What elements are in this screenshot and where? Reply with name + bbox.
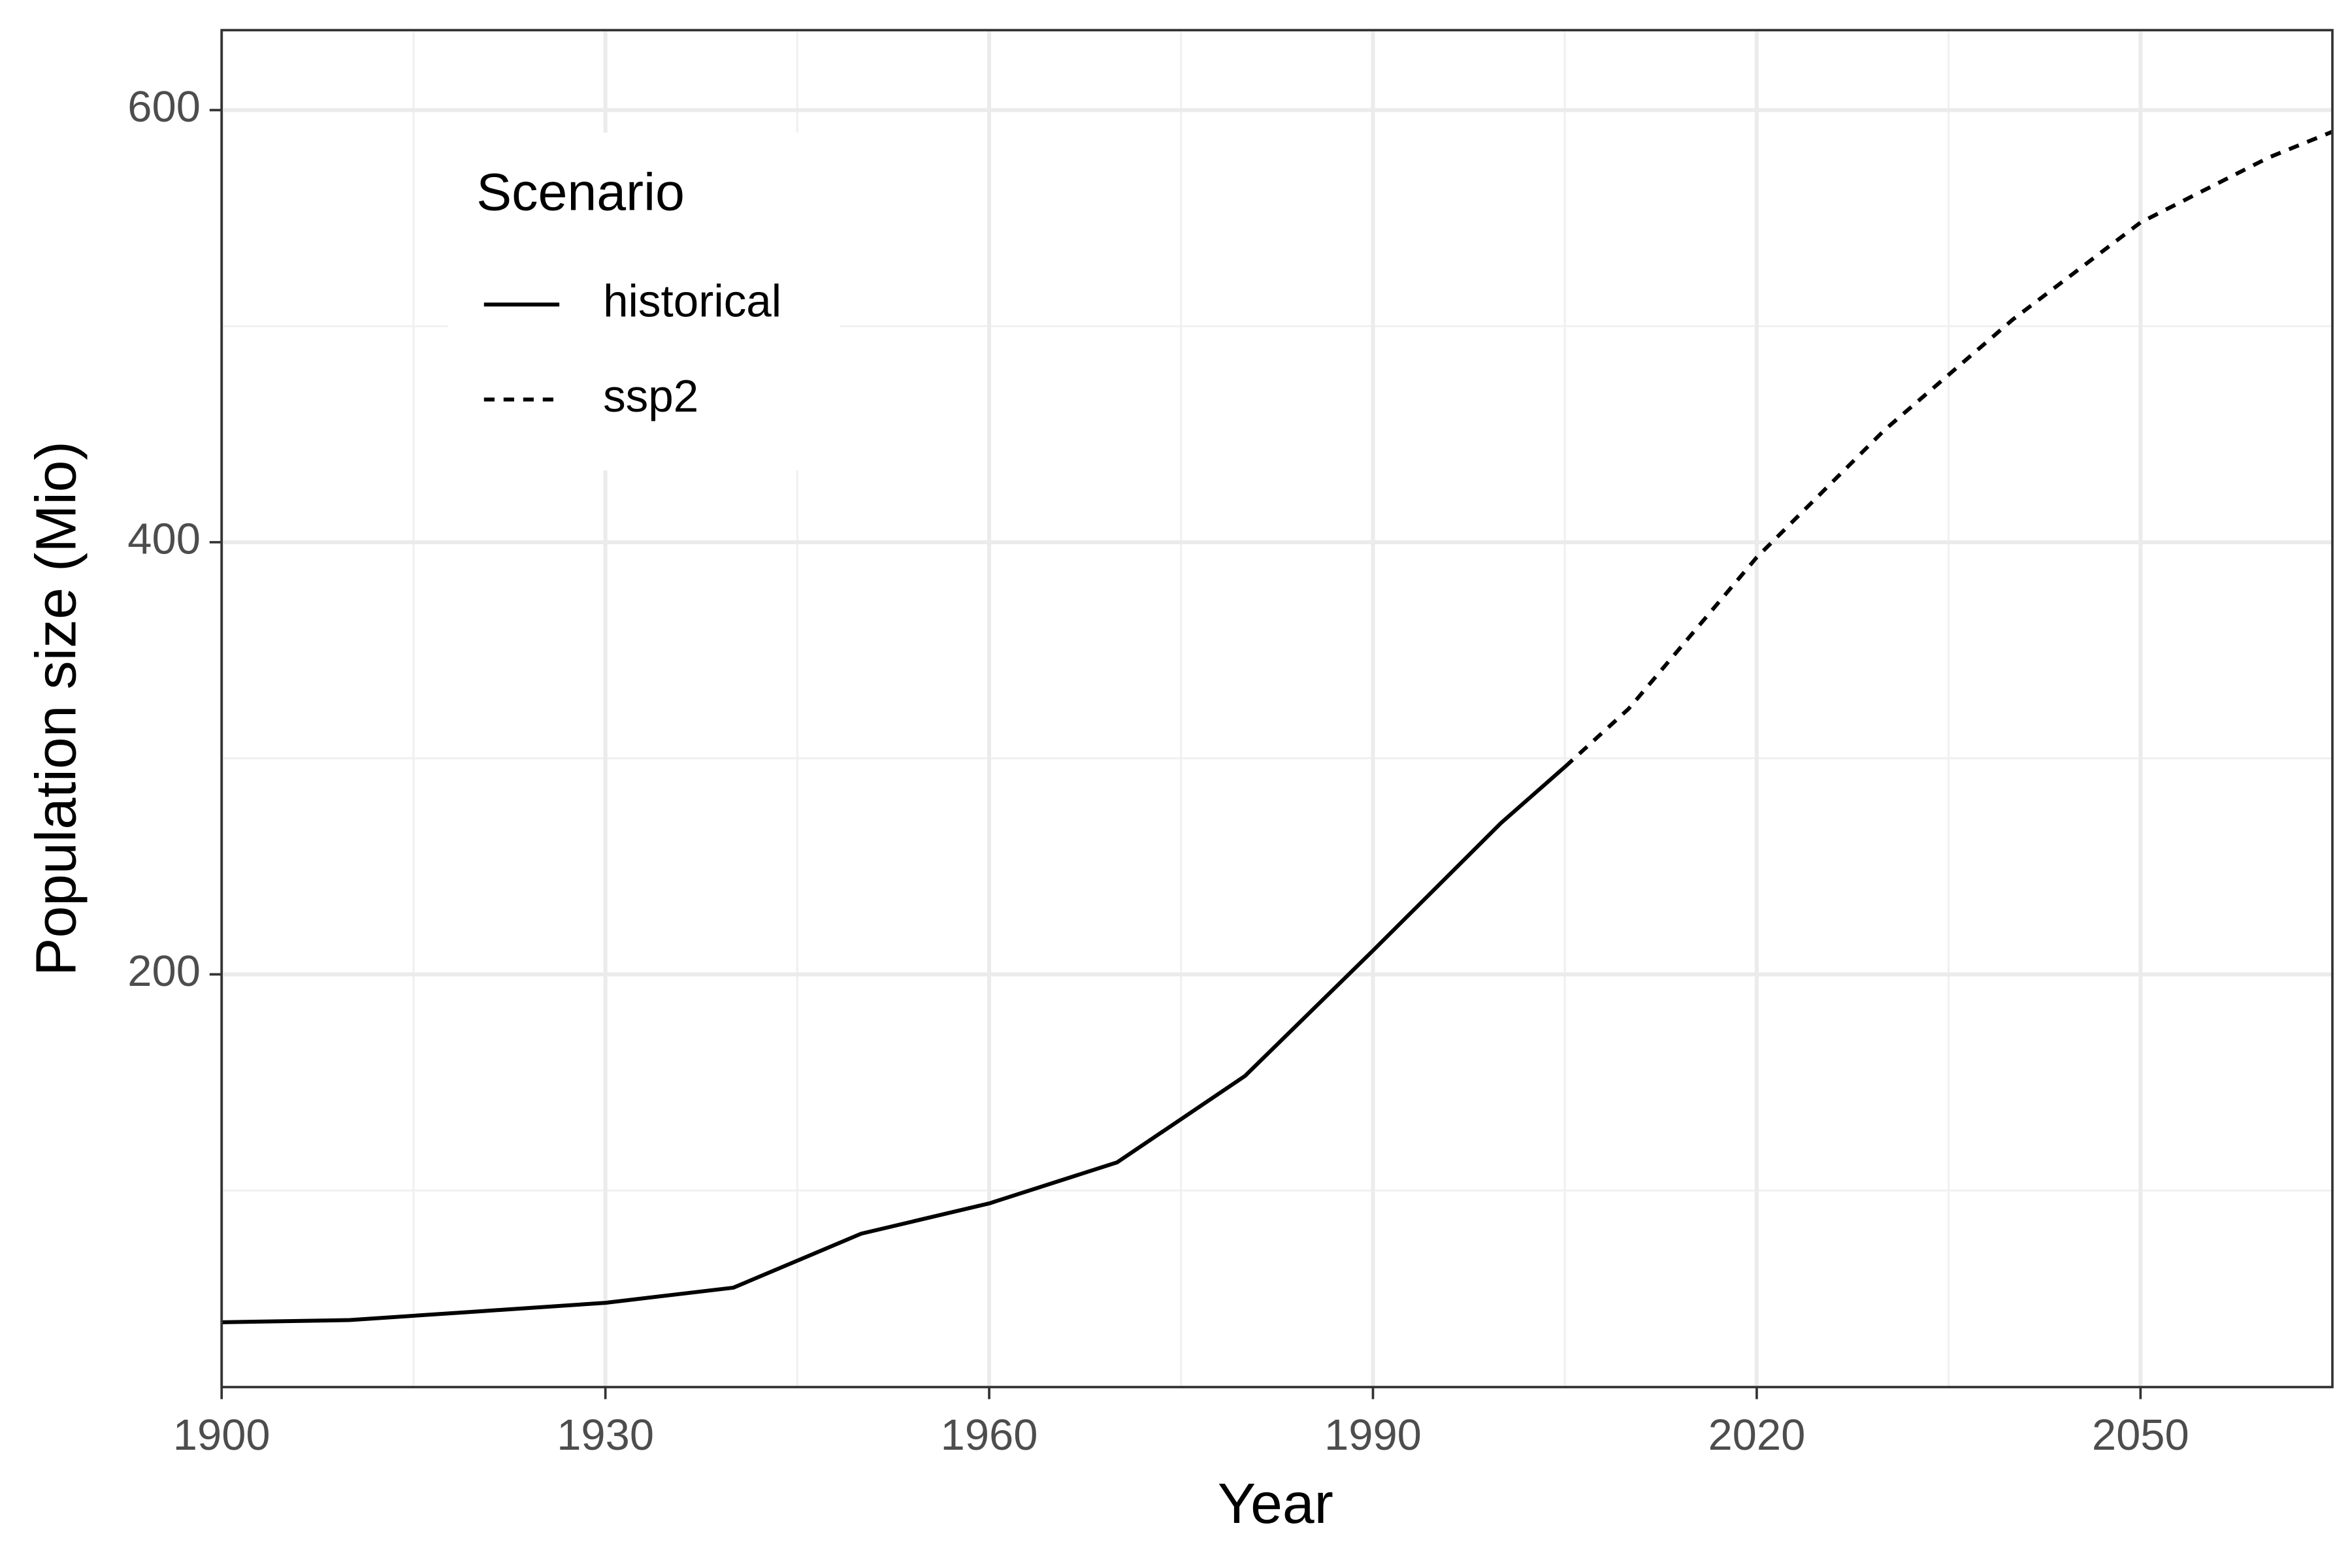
legend-title: Scenario (476, 163, 685, 221)
x-tick-label: 1960 (941, 1411, 1038, 1460)
legend-label: ssp2 (603, 370, 698, 421)
y-tick-label: 200 (127, 947, 201, 996)
line-series (1563, 129, 2334, 769)
axes: 1900 1930 1960 1990 2020 2050 200 400 600 (127, 82, 2189, 1460)
plot-lines (221, 129, 2334, 1324)
x-tick-label: 1990 (1324, 1411, 1422, 1460)
panel-border (220, 29, 2334, 1388)
line-series (221, 765, 1567, 1324)
x-tick-label: 1900 (173, 1411, 270, 1460)
x-tick-label: 2050 (2092, 1411, 2189, 1460)
y-tick-label: 600 (127, 82, 201, 131)
x-tick-label: 2020 (1708, 1411, 1805, 1460)
grid (220, 30, 2332, 1388)
legend-label: historical (603, 275, 781, 326)
legend-box (448, 133, 840, 471)
y-axis-title: Population size (Mio) (24, 441, 88, 976)
x-axis-title: Year (1218, 1471, 1333, 1535)
x-tick-label: 1930 (557, 1411, 654, 1460)
legend: Scenario historical ssp2 (448, 133, 840, 471)
y-tick-label: 400 (127, 515, 201, 564)
